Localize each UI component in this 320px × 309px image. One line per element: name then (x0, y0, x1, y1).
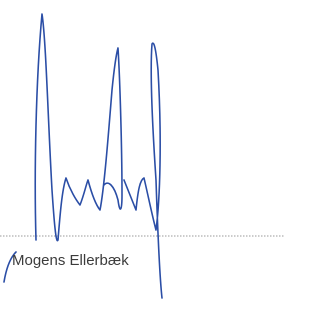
signer-name: Mogens Ellerbæk (12, 252, 129, 269)
page: Mogens Ellerbæk (() => { const data = JS… (0, 0, 285, 309)
signature-block: Mogens Ellerbæk (0, 0, 285, 309)
